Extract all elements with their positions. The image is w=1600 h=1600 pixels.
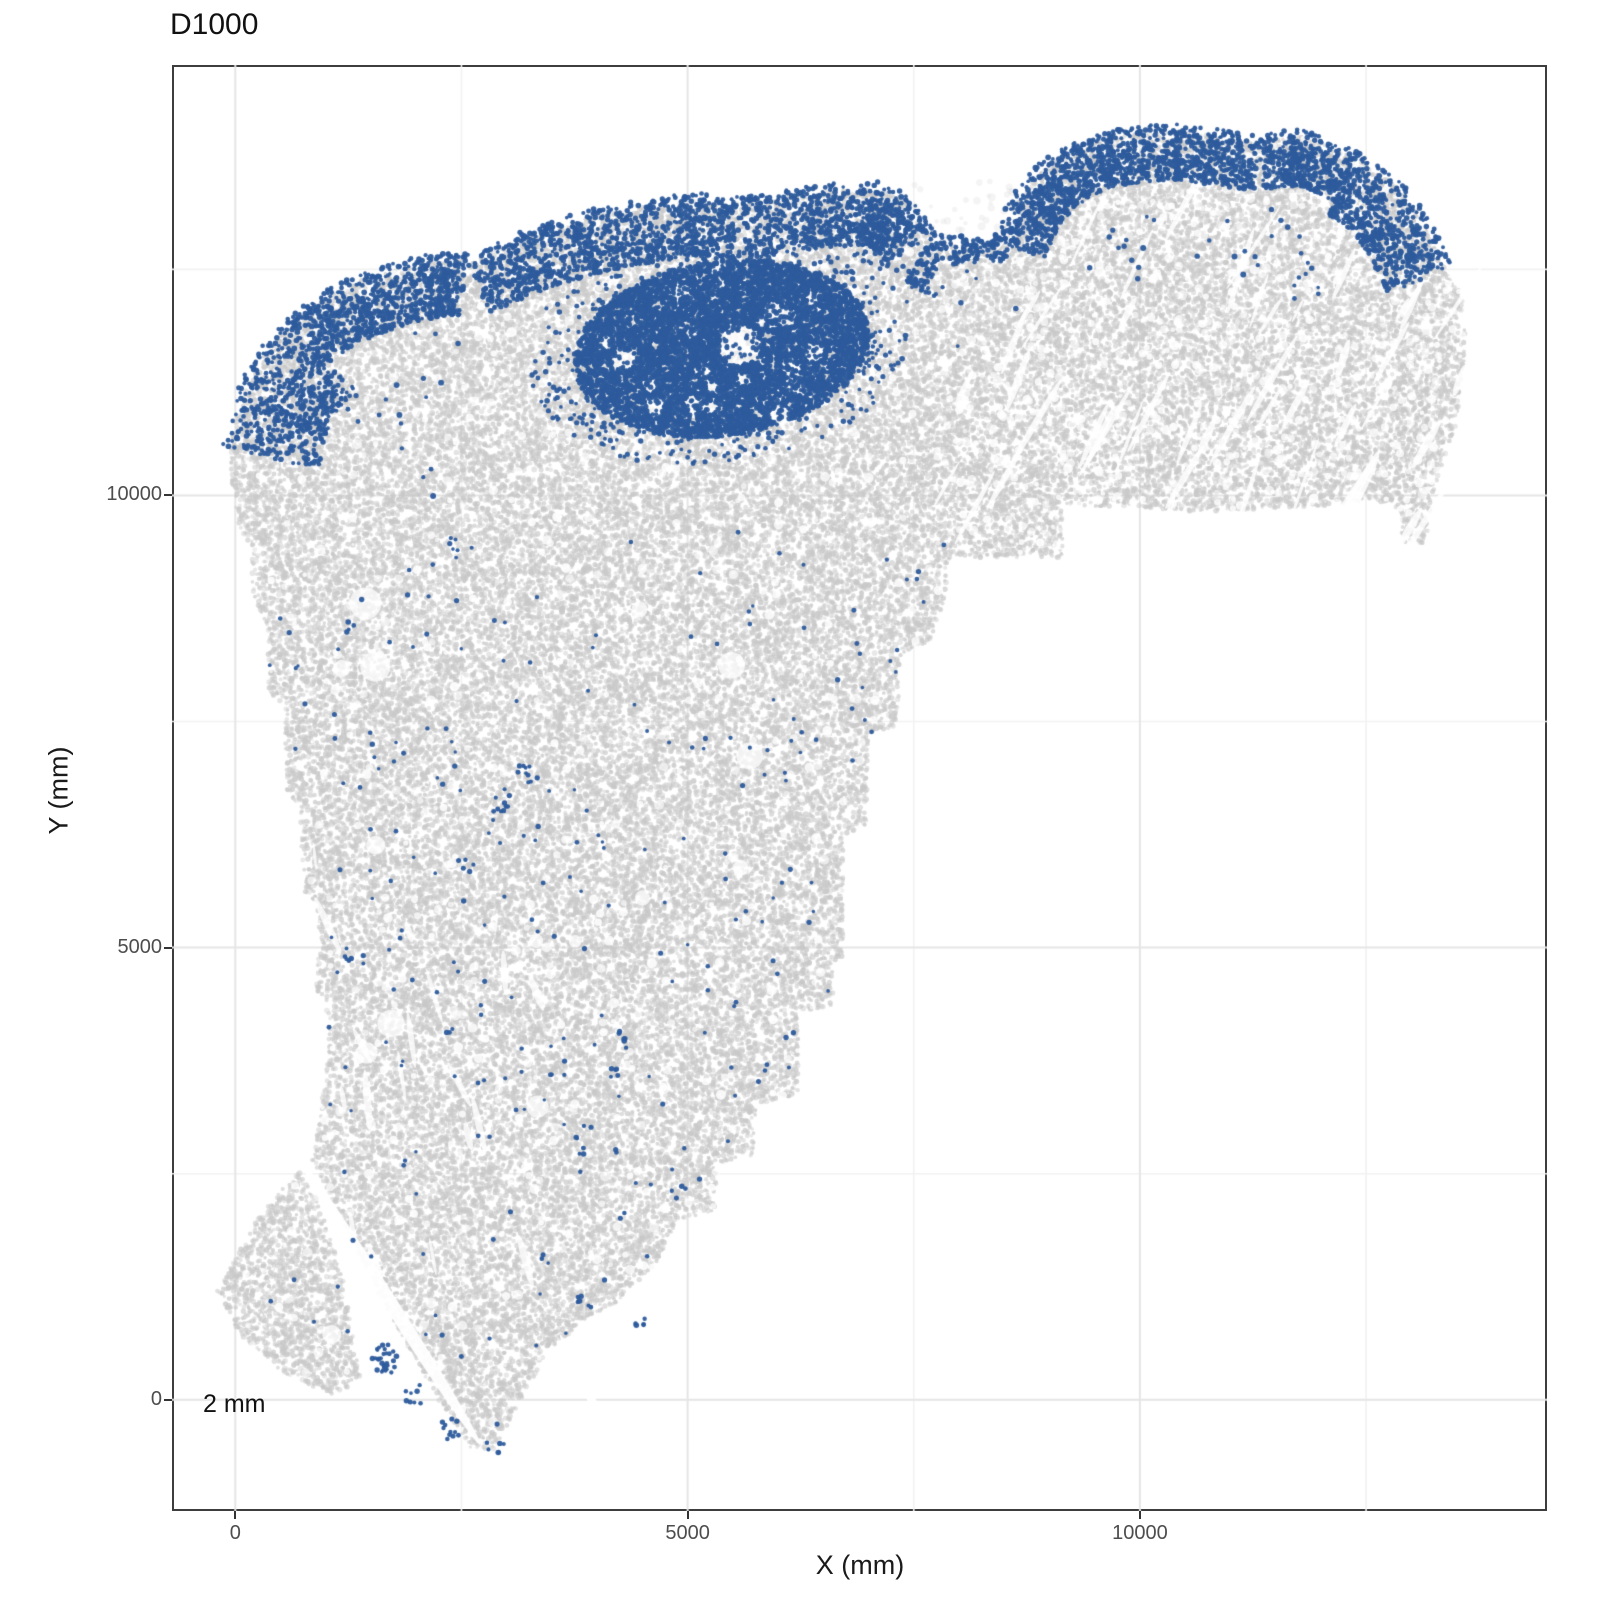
y-tick-mark: [164, 494, 172, 497]
y-tick-mark: [164, 1398, 172, 1401]
scalebar-label: 2 mm: [203, 1390, 266, 1418]
scatter-canvas: [172, 65, 1547, 1511]
x-tick-label: 0: [229, 1522, 241, 1544]
y-axis-title: Y (mm): [43, 746, 74, 835]
x-tick-mark: [686, 1511, 689, 1519]
x-tick-mark: [234, 1511, 237, 1519]
y-tick-mark: [164, 946, 172, 949]
y-tick-label: 0: [150, 1387, 162, 1410]
plot-title: D1000: [170, 8, 259, 41]
x-axis-title: X (mm): [815, 1550, 905, 1580]
y-tick-label: 10000: [106, 483, 162, 506]
x-tick-mark: [1138, 1511, 1141, 1519]
y-tick-label: 5000: [117, 935, 163, 958]
x-tick-label: 5000: [665, 1522, 710, 1544]
x-tick-label: 10000: [1112, 1522, 1168, 1544]
